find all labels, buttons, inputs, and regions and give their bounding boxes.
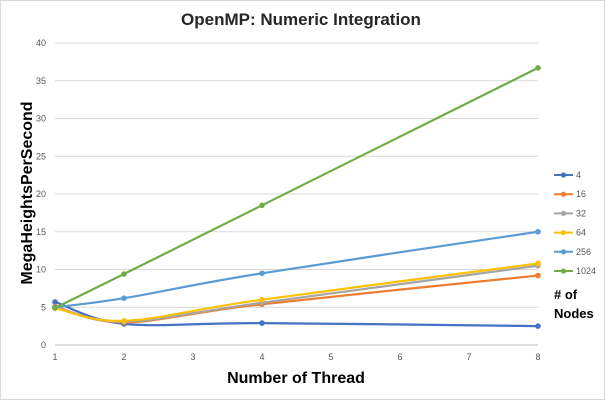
legend-label: 16	[576, 189, 586, 199]
legend-label: 64	[576, 228, 586, 238]
data-point	[259, 270, 265, 277]
x-tick-label: 3	[190, 352, 195, 362]
data-point	[535, 323, 541, 329]
legend-marker	[560, 230, 567, 236]
data-point	[259, 202, 265, 209]
series-line-256	[53, 230, 540, 309]
data-point	[535, 272, 541, 279]
series-lines	[52, 65, 541, 329]
y-axis-title: MegaHeightsPerSecond	[19, 101, 36, 284]
legend-item-4: 4	[554, 170, 581, 180]
y-tick-label: 15	[36, 227, 46, 237]
series-line-1024	[53, 66, 540, 310]
legend-item-32: 32	[554, 208, 586, 218]
legend-marker	[560, 172, 567, 178]
y-tick-label: 35	[36, 76, 46, 86]
legend-marker	[560, 268, 567, 274]
legend-marker	[560, 191, 567, 197]
y-tick-label: 5	[41, 302, 46, 312]
y-tick-label: 25	[36, 151, 46, 161]
legend-title-line-1: # of	[554, 287, 578, 302]
data-point	[535, 260, 541, 267]
chart-title: OpenMP: Numeric Integration	[181, 10, 421, 29]
data-point	[535, 228, 541, 235]
legend: 4 16 32 64 256 1024	[554, 170, 596, 276]
axis-ticks: 0 5 10 15 20 25 30 35 40 1 2 3 4 5 6 7 8	[36, 38, 541, 362]
y-tick-label: 10	[36, 265, 46, 275]
legend-label: 1024	[576, 266, 596, 276]
legend-item-256: 256	[554, 247, 591, 257]
series-line-64	[53, 262, 540, 322]
series-64	[52, 260, 541, 324]
data-point	[259, 296, 265, 303]
y-tick-label: 40	[36, 38, 46, 48]
x-axis-title: Number of Thread	[227, 370, 365, 387]
legend-item-1024: 1024	[554, 266, 596, 276]
legend-marker	[560, 249, 567, 255]
x-tick-label: 2	[121, 352, 126, 362]
x-tick-label: 7	[466, 352, 471, 362]
data-point	[121, 295, 127, 301]
legend-item-64: 64	[554, 228, 586, 238]
data-point	[121, 318, 127, 324]
x-tick-label: 4	[259, 352, 264, 362]
x-tick-label: 1	[52, 352, 57, 362]
y-tick-label: 30	[36, 114, 46, 124]
legend-label: 32	[576, 208, 586, 218]
series-1024	[52, 65, 541, 311]
legend-marker	[560, 210, 567, 216]
x-tick-label: 6	[397, 352, 402, 362]
legend-label: 256	[576, 247, 591, 257]
data-point	[52, 299, 58, 305]
legend-title-line-2: Nodes	[554, 306, 594, 321]
data-point	[52, 305, 58, 311]
data-point	[535, 65, 541, 71]
legend-item-16: 16	[554, 189, 586, 199]
legend-label: 4	[576, 170, 581, 180]
x-tick-label: 5	[328, 352, 333, 362]
y-tick-label: 20	[36, 189, 46, 199]
y-tick-label: 0	[41, 340, 46, 350]
x-tick-label: 8	[535, 352, 540, 362]
series-line-32	[53, 264, 540, 323]
data-point	[259, 320, 265, 326]
data-point	[121, 271, 127, 277]
